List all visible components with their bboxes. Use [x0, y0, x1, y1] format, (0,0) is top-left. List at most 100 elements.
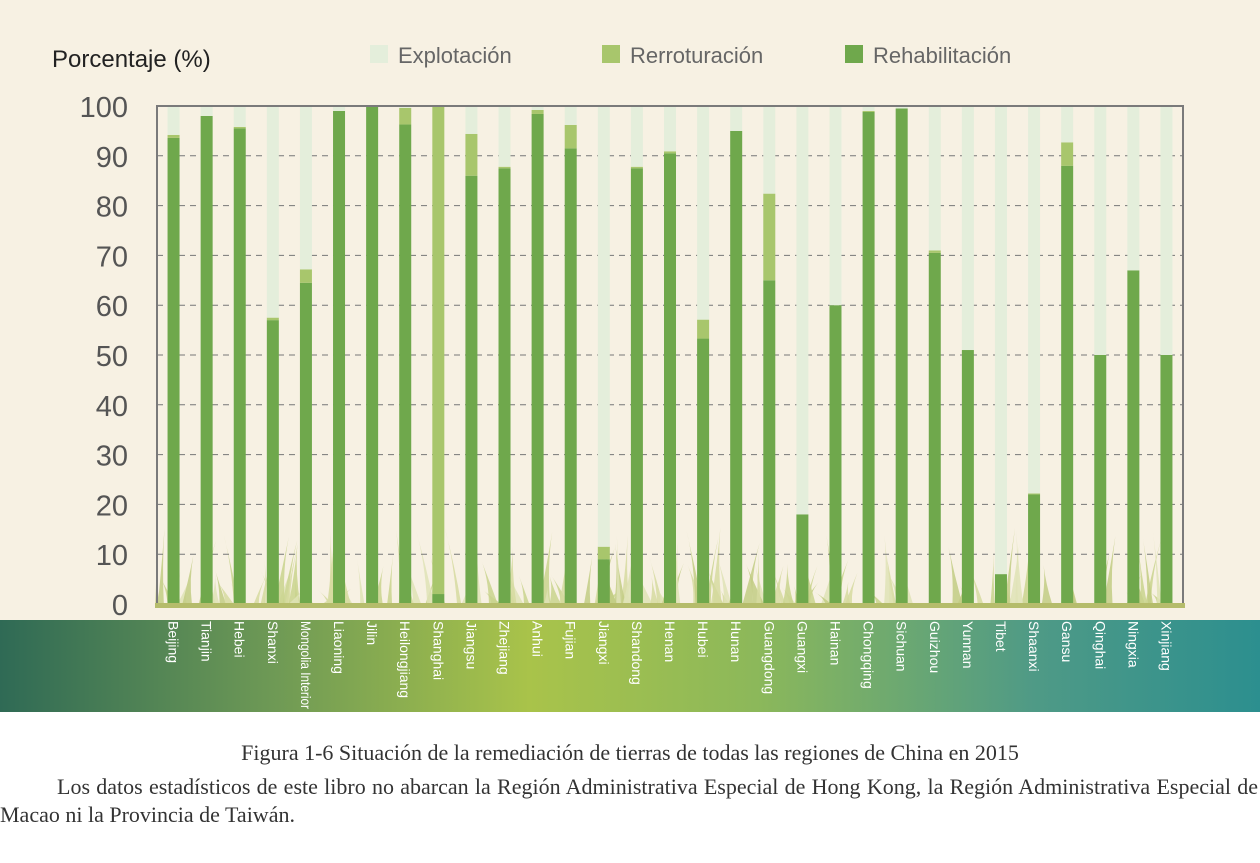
bar-segment [1028, 493, 1041, 495]
x-tick-label: Hubei [695, 621, 711, 658]
x-tick-label: Zhejiang [497, 621, 513, 675]
grass-blade [657, 588, 668, 604]
grass-blade [821, 566, 834, 604]
x-tick-label: Jilin [364, 621, 380, 645]
bar-segment [697, 319, 710, 339]
grass-blade [285, 544, 299, 604]
grass-blade [1138, 552, 1148, 604]
y-tick-label: 20 [96, 490, 128, 522]
x-tick-label: Henan [662, 621, 678, 662]
grass-blade [549, 575, 561, 604]
grass-blade [356, 557, 365, 604]
grass-blade [770, 567, 786, 604]
bar-segment [895, 108, 908, 605]
bar-segment [167, 137, 180, 604]
grass-blade [544, 586, 550, 604]
grass-blade [622, 556, 638, 604]
bar-segment [796, 514, 809, 604]
x-tick-label: Guangxi [794, 621, 810, 673]
bar-segment [233, 128, 246, 604]
bar-segment [564, 124, 577, 149]
y-tick-label: 80 [96, 192, 128, 224]
y-tick-label: 10 [96, 540, 128, 572]
bar-segment [994, 574, 1007, 604]
bar-segment [664, 151, 676, 154]
bar-segment [1127, 106, 1140, 271]
legend-label: Rehabilitación [873, 43, 1011, 68]
y-tick-label: 90 [96, 142, 128, 174]
bar-segment [498, 106, 511, 167]
bar-segment [1028, 106, 1041, 494]
x-tick-label: Guizhou [927, 621, 943, 673]
x-tick-label: Shanxi [265, 621, 281, 664]
bar-segment [664, 153, 676, 604]
bar-segment [465, 175, 478, 604]
bar-segment [200, 106, 213, 116]
bar-segment [167, 134, 180, 138]
grass-blade [444, 527, 462, 604]
grass-blade [372, 566, 384, 604]
bar-segment [299, 269, 312, 283]
x-tick-label: Hainan [827, 621, 843, 665]
bar-segment [928, 106, 941, 251]
grass-blade [1015, 529, 1024, 604]
x-tick-label: Beijing [166, 621, 182, 663]
bar-segment [1061, 165, 1074, 604]
bar-segment [862, 106, 875, 111]
figure-caption-note: Los datos estadísticos de este libro no … [0, 774, 1258, 827]
bar-segment [1160, 106, 1173, 355]
grass-blade [217, 581, 234, 604]
grass-blade [182, 555, 194, 604]
grass-blade [1152, 528, 1162, 604]
grass-blade [884, 535, 894, 604]
bar-segment [994, 106, 1007, 575]
grass-blade [794, 586, 800, 604]
grass-blade [1041, 565, 1053, 604]
y-tick-label: 0 [112, 590, 128, 622]
x-tick-label: Anhui [530, 621, 546, 657]
bar-segment [399, 107, 412, 125]
grass-blade [214, 568, 226, 604]
bar-segment [829, 305, 842, 604]
grass-blade [211, 575, 220, 604]
grass-blade [1142, 533, 1154, 604]
y-tick-label: 70 [96, 241, 128, 273]
bar-segment [928, 250, 941, 253]
bar-segment [664, 106, 676, 152]
grass-blade [157, 528, 165, 604]
figure-caption-title: Figura 1-6 Situación de la remediación d… [241, 740, 1019, 765]
bar-segment [266, 317, 279, 321]
bar-segment [366, 106, 379, 604]
bar-segment [266, 320, 279, 604]
grass-blade [845, 572, 858, 604]
grass-blade [650, 575, 659, 604]
grass-blade [801, 549, 816, 604]
bar-segment [465, 133, 478, 176]
bar-segment [233, 126, 246, 129]
bar-segment [399, 124, 412, 605]
legend-swatch [845, 45, 863, 63]
grass-blade [288, 591, 302, 604]
x-tick-label: Shaanxi [1026, 621, 1042, 672]
bar-segment [531, 106, 544, 110]
grass-blade [782, 563, 794, 604]
bar-segment [862, 110, 875, 112]
y-tick-label: 30 [96, 441, 128, 473]
x-tick-label: Gansu [1059, 621, 1075, 662]
x-tick-label: Chongqing [861, 621, 877, 689]
grass-blade [742, 543, 760, 604]
grass-blade [1004, 528, 1016, 604]
x-tick-label: Shandong [629, 621, 645, 685]
grass-blade [990, 552, 995, 604]
grass-blade [538, 532, 553, 604]
bar-segment [333, 106, 346, 111]
grass-blade [288, 544, 301, 604]
bar-segment [299, 106, 312, 270]
bar-segment [597, 559, 610, 604]
bar-segment [829, 106, 842, 306]
grass-blade [756, 549, 762, 604]
bar-segment [796, 106, 809, 515]
grass-blade [771, 565, 784, 604]
x-axis-band [0, 620, 1260, 712]
bar-segment [432, 594, 445, 604]
